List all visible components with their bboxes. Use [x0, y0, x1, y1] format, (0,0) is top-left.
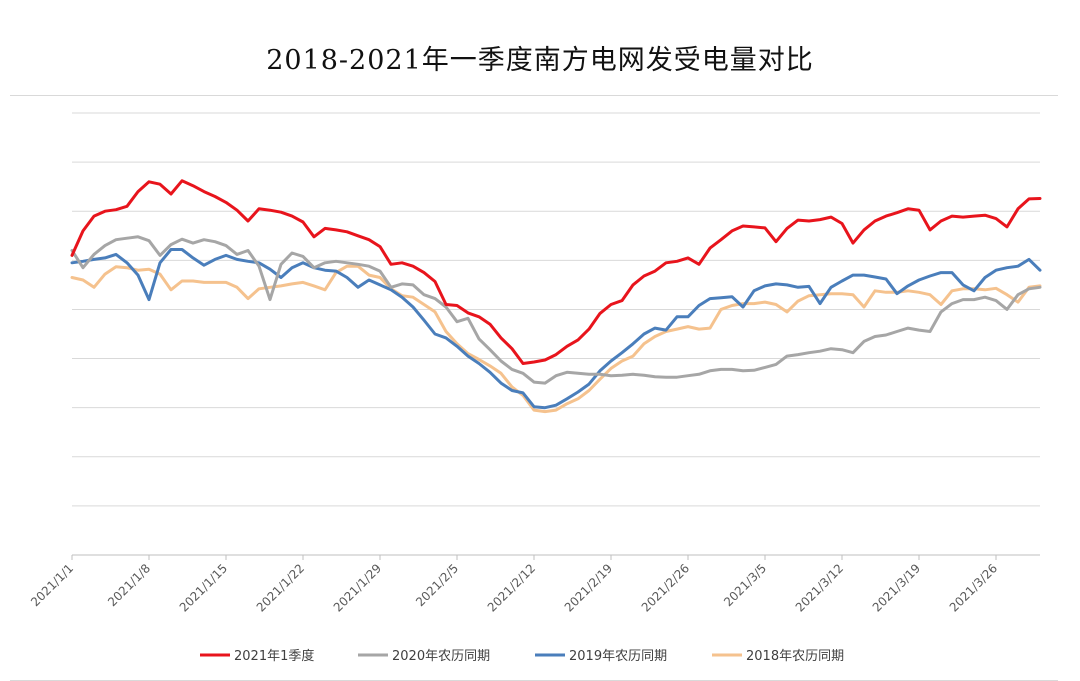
- gridlines: [72, 112, 1040, 556]
- legend: 2021年1季度 2020年农历同期 2019年农历同期 2018年农历同期: [200, 648, 844, 664]
- series-lines: [70, 179, 1042, 414]
- x-tick-label: 2021/1/29: [331, 561, 384, 614]
- legend-item: 2020年农历同期: [358, 649, 490, 664]
- x-tick-label: 2021/2/26: [639, 561, 692, 614]
- legend-item: 2021年1季度: [200, 648, 314, 664]
- legend-label: 2020年农历同期: [392, 649, 490, 664]
- x-tick-label: 2021/1/15: [177, 561, 230, 614]
- legend-label: 2018年农历同期: [746, 649, 844, 664]
- x-tick-label: 2021/1/8: [105, 561, 153, 609]
- legend-label: 2021年1季度: [234, 648, 314, 664]
- series-line: [70, 179, 1042, 365]
- x-tick-label: 2021/2/12: [485, 561, 538, 614]
- series-line: [70, 264, 1042, 414]
- x-tick-label: 2021/3/12: [793, 561, 846, 614]
- x-axis: 2021/1/1 2021/1/8 2021/1/15 2021/1/22 2021/1…: [28, 554, 1040, 615]
- x-tick-label: 2021/1/1: [28, 561, 76, 609]
- x-tick-label: 2021/3/19: [870, 561, 923, 614]
- x-tick-label: 2021/2/5: [413, 561, 461, 609]
- x-tick-label: 2021/3/26: [947, 561, 1000, 614]
- series-line: [70, 248, 1042, 410]
- x-tick-label: 2021/2/19: [562, 561, 615, 614]
- legend-label: 2019年农历同期: [569, 649, 667, 664]
- series-line: [70, 235, 1042, 385]
- x-tick-label: 2021/1/22: [254, 561, 307, 614]
- legend-item: 2018年农历同期: [712, 649, 844, 664]
- x-tick-label: 2021/3/5: [721, 561, 769, 609]
- legend-item: 2019年农历同期: [535, 649, 667, 664]
- chart-title: 2018-2021年一季度南方电网发受电量对比: [266, 45, 814, 76]
